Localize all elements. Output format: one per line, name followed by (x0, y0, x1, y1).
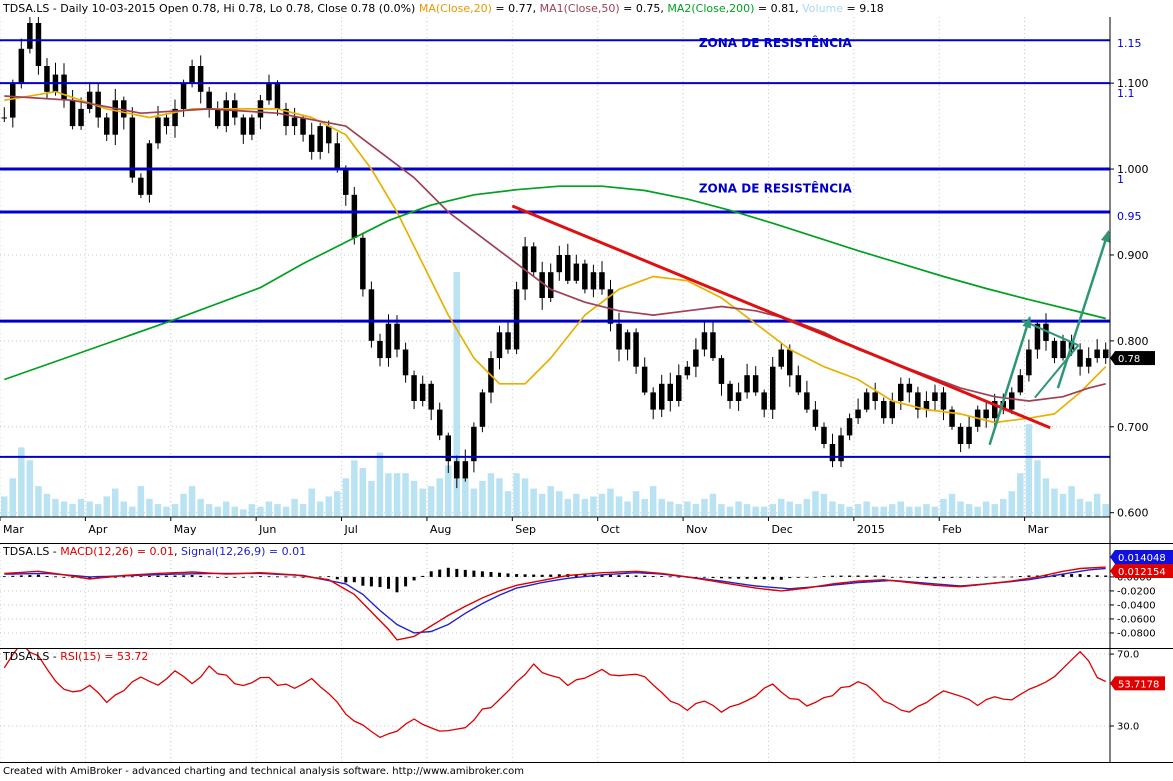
volume-bars (1, 272, 1109, 517)
x-axis-label: 2015 (857, 523, 885, 536)
title-segment: RSI(15) = 53.72 (60, 650, 149, 663)
resistance-zone-label: ZONA DE RESISTÊNCIA (699, 35, 853, 50)
title-segment: TDSA.LS - (3, 650, 61, 663)
signal-line (4, 567, 1106, 634)
level-label: 1.15 (1117, 37, 1142, 50)
y-axis-label: 0.600 (1117, 507, 1149, 520)
breakout-arrow[interactable] (1056, 229, 1110, 389)
svg-text:0.78: 0.78 (1118, 354, 1140, 365)
breakout-arrow[interactable] (988, 315, 1031, 446)
rsi-grid: 70.0 30.0 (0, 649, 1139, 762)
pennant-line[interactable] (1021, 319, 1079, 347)
moving-averages (4, 90, 1107, 424)
title-segment: MA2(Close,200) (667, 2, 755, 15)
svg-text:0.012154: 0.012154 (1118, 567, 1166, 578)
rsi-value-callout: 53.7178 (1110, 676, 1165, 691)
candlesticks (1, 17, 1109, 489)
y-axis-label: -0.0400 (1117, 600, 1156, 611)
last-price-callout: 0.78 (1110, 351, 1155, 366)
macd-panel: TDSA.LS - MACD(12,26) = 0.01, Signal(12,… (0, 543, 1173, 648)
x-axis-label: Jul (344, 523, 358, 536)
y-axis-label: -0.0600 (1117, 614, 1156, 625)
rsi-panel: TDSA.LS - RSI(15) = 53.72 70.0 30.0 53.717… (0, 648, 1173, 762)
y-axis-label: 0.900 (1117, 249, 1149, 262)
title-segment: = 0.81, (754, 2, 803, 15)
x-axis-label: Oct (601, 523, 621, 536)
price-chart-panel: Mar Apr May Jun Jul Aug Sep Oct Nov Dec 2015 Feb Mar… (0, 17, 1173, 543)
x-axis-label: Mar (1028, 523, 1049, 536)
title-segment: = 0.75, (619, 2, 668, 15)
y-axis-label: -0.0200 (1117, 586, 1156, 597)
ma50-line (4, 95, 1106, 402)
resistance-levels: 1.15 1.1 1 0.95 (0, 37, 1142, 458)
macd-chart-canvas[interactable]: 0.0000-0.0200-0.0400-0.0600-0.08000.0140… (0, 544, 1173, 648)
rsi-line (3, 649, 1106, 739)
ma20-line (4, 90, 1107, 424)
x-axis-label: May (174, 523, 197, 536)
y-axis-label: -0.0800 (1117, 628, 1156, 639)
y-axis-label: 0.800 (1117, 335, 1149, 348)
title-segment: TDSA.LS - Daily 10-03-2015 Open 0.78, Hi… (3, 2, 419, 15)
x-axis-label: Sep (515, 523, 536, 536)
rsi-chart-canvas[interactable]: 70.0 30.0 53.7178 (0, 649, 1173, 762)
title-segment: = 9.18 (843, 2, 884, 15)
title-segment: , (174, 545, 182, 558)
title-segment: MA(Close,20) (418, 2, 492, 15)
y-axis-label: 30.0 (1117, 722, 1139, 733)
level-label: 1.1 (1117, 87, 1135, 100)
x-axis-label: Aug (430, 523, 451, 536)
title-segment: = 0.77, (491, 2, 540, 15)
level-label: 1 (1117, 173, 1124, 186)
svg-text:0.014048: 0.014048 (1118, 553, 1166, 564)
down-trendline[interactable] (511, 204, 1051, 430)
x-axis-label: Dec (771, 523, 792, 536)
resistance-zone-label: ZONA DE RESISTÊNCIA (699, 180, 853, 195)
y-axis-label: 1.000 (1117, 163, 1149, 176)
x-axis-label: Feb (942, 523, 961, 536)
y-axis-label: 0.700 (1117, 421, 1149, 434)
macd-value-callout: 0.014048 (1110, 550, 1173, 564)
y-axis-label: 1.100 (1117, 77, 1149, 90)
x-axis-label: Nov (686, 523, 708, 536)
title-segment: MACD(12,26) = 0.01 (60, 545, 175, 558)
pennant-line[interactable] (1034, 344, 1080, 399)
y-axis-label: 70.0 (1117, 650, 1139, 661)
level-label: 0.95 (1117, 210, 1142, 223)
macd-line (4, 566, 1106, 641)
title-segment: Signal(12,26,9) = 0.01 (181, 545, 307, 558)
price-panel-title: TDSA.LS - Daily 10-03-2015 Open 0.78, Hi… (0, 0, 1173, 17)
price-chart-canvas[interactable]: Mar Apr May Jun Jul Aug Sep Oct Nov Dec 2015 Feb Mar… (0, 17, 1173, 543)
status-bar: Created with AmiBroker - advanced charti… (0, 762, 1173, 781)
macd-panel-title: TDSA.LS - MACD(12,26) = 0.01, Signal(12,… (3, 545, 306, 558)
x-axis-label: Jun (258, 523, 276, 536)
status-text: Created with AmiBroker - advanced charti… (3, 766, 525, 777)
rsi-panel-title: TDSA.LS - RSI(15) = 53.72 (3, 650, 148, 663)
title-segment: Volume (802, 2, 844, 15)
x-axis-label: Mar (3, 523, 24, 536)
macd-histogram (2, 567, 1108, 593)
title-segment: MA1(Close,50) (539, 2, 620, 15)
signal-value-callout: 0.012154 (1110, 564, 1173, 578)
x-axis-label: Apr (88, 523, 108, 536)
title-segment: TDSA.LS - (3, 545, 61, 558)
svg-text:53.7178: 53.7178 (1118, 679, 1159, 690)
ma200-line (4, 185, 1106, 381)
